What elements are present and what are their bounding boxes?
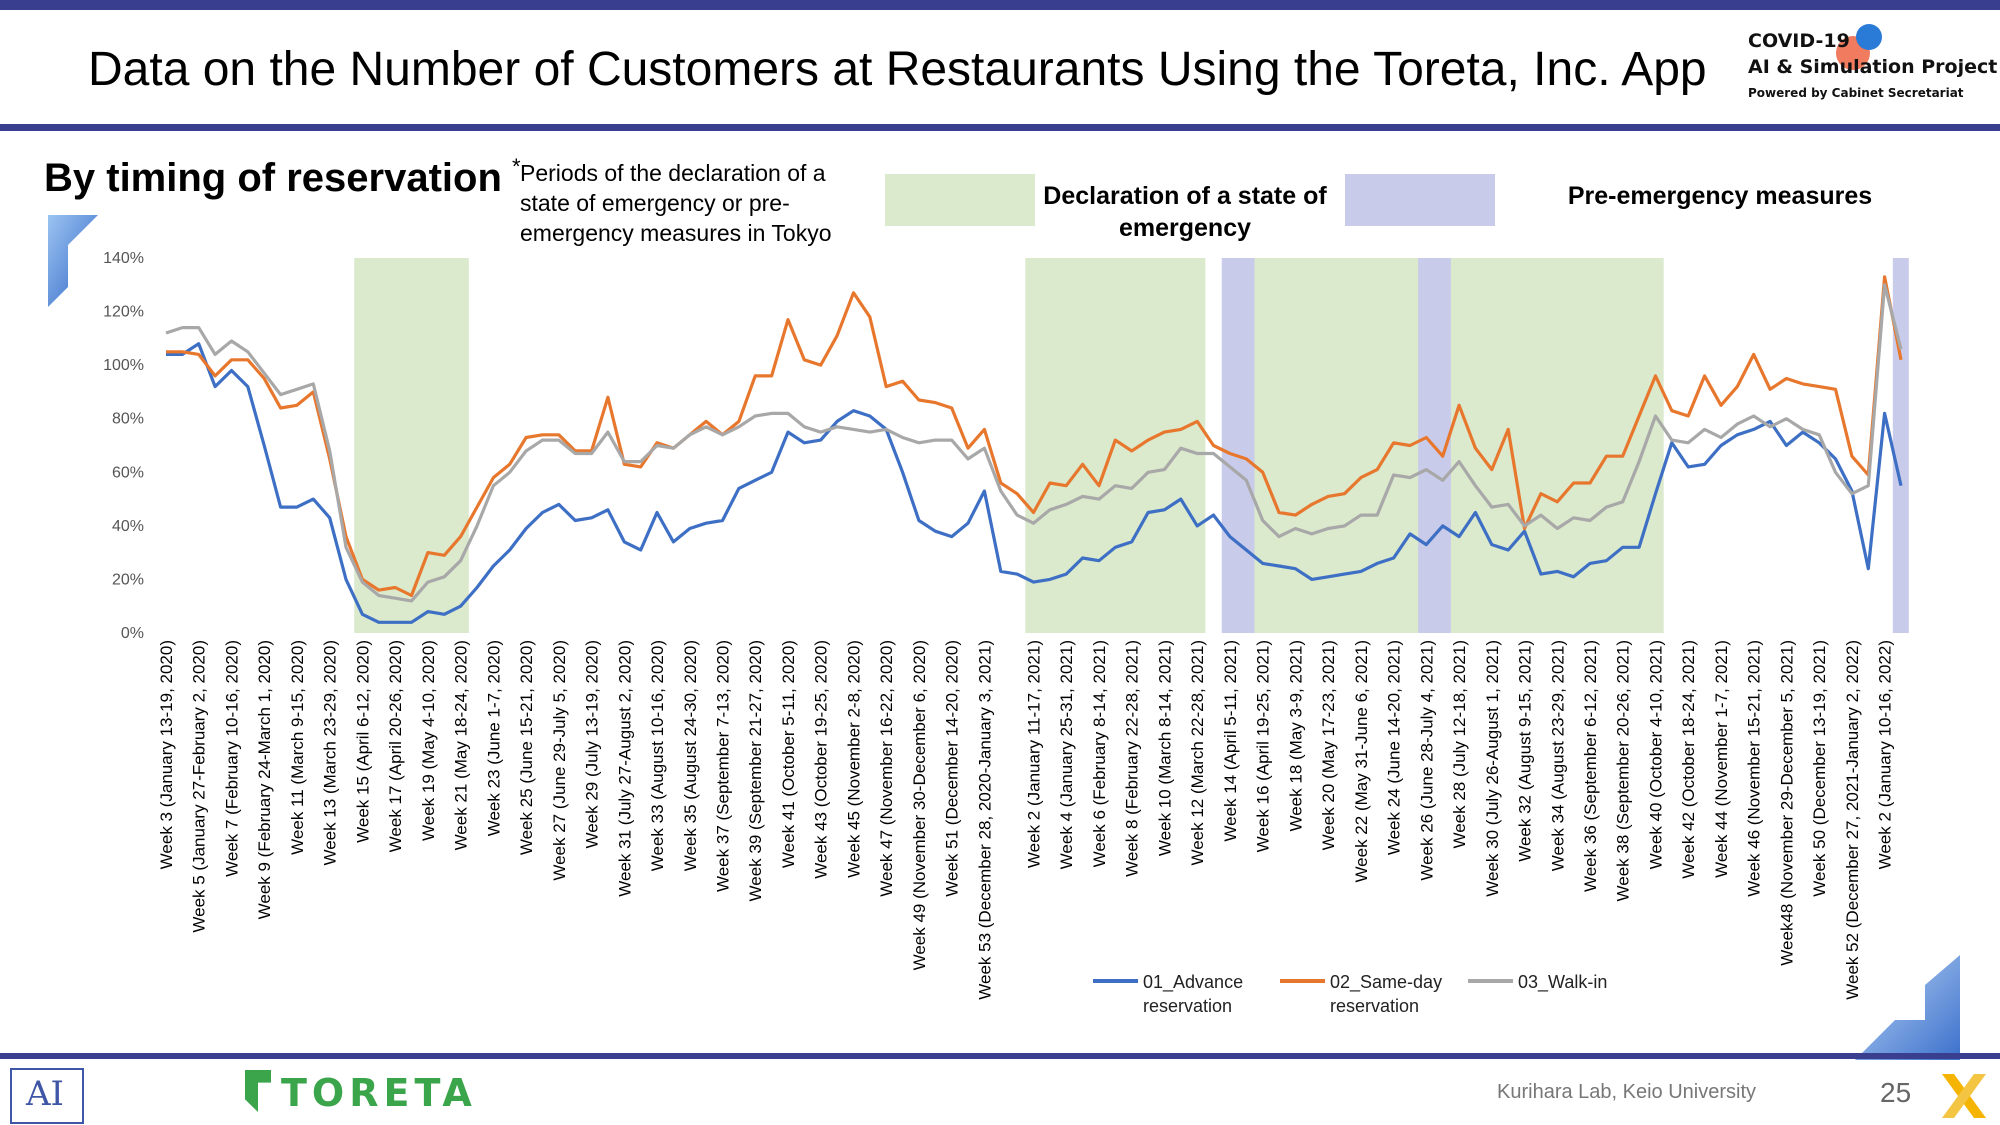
y-tick-label: 40% — [112, 518, 144, 535]
x-tick-label: Week 38 (September 20-26, 2021) — [1614, 640, 1633, 901]
x-tick-label: Week 52 (December 27, 2021-January 2, 20… — [1843, 640, 1862, 1000]
x-tick-label: Week 36 (September 6-12, 2021) — [1581, 640, 1600, 892]
toreta-logo: TORETA — [245, 1070, 477, 1115]
x-tick-label: Week 4 (January 25-31, 2021) — [1057, 640, 1076, 869]
x-tick-label: Week 49 (November 30-December 6, 2020) — [910, 640, 929, 970]
logo-blue-dot — [1856, 24, 1882, 50]
period-band-7 — [1892, 258, 1909, 633]
logo-line-3: Powered by Cabinet Secretariat — [1748, 86, 1964, 100]
header-divider — [0, 124, 2000, 131]
x-tick-label: Week 10 (March 8-14, 2021) — [1155, 640, 1174, 856]
y-tick-label: 80% — [112, 411, 144, 428]
section-subtitle: By timing of reservation — [44, 156, 502, 200]
period-band-1 — [354, 258, 469, 633]
period-note: * Periods of the declaration of a state … — [512, 154, 880, 248]
x-tick-label: Week 23 (June 1-7, 2020) — [484, 640, 503, 836]
x-tick-label: Week 47 (November 16-22, 2020) — [877, 640, 896, 897]
x-tick-label: Week 31 (July 27-August 2, 2020) — [615, 640, 634, 897]
lab-logo: AI — [10, 1068, 84, 1124]
pre-emergency-legend-label: Pre-emergency measures — [1567, 182, 1873, 210]
x-tick-label: Week 20 (May 17-23, 2021) — [1319, 640, 1338, 850]
x-tick-label: Week 34 (August 23-29, 2021) — [1548, 640, 1567, 871]
x-tick-label: Week 45 (November 2-8, 2020) — [844, 640, 863, 878]
x-tick-label: Week 22 (May 31-June 6, 2021) — [1352, 640, 1371, 883]
x-logo-icon — [1942, 1074, 1986, 1118]
period-band-2 — [1025, 258, 1206, 633]
x-tick-label: Week 17 (April 20-26, 2020) — [386, 640, 405, 852]
y-tick-label: 100% — [103, 357, 144, 374]
x-tick-label: Week 39 (September 21-27, 2020) — [746, 640, 765, 901]
y-tick-label: 120% — [103, 304, 144, 321]
x-tick-label: Week 53 (December 28, 2020-January 3, 20… — [975, 640, 994, 1000]
logo-line-2: AI & Simulation Project — [1748, 56, 1998, 78]
x-tick-label: Week 28 (July 12-18, 2021) — [1450, 640, 1469, 849]
legend-label-1: 01_Advance reservation — [1143, 972, 1243, 1016]
x-tick-label: Week 43 (October 19-25, 2020) — [812, 640, 831, 879]
y-tick-label: 60% — [112, 464, 144, 481]
top-bar — [0, 0, 2000, 10]
x-tick-label: Week 46 (November 15-21, 2021) — [1745, 640, 1764, 897]
x-tick-label: Week 13 (March 23-29, 2020) — [321, 640, 340, 866]
page-number: 25 — [1880, 1077, 1912, 1108]
corner-decoration-top-left — [48, 215, 98, 307]
x-tick-label: Week 2 (January 11-17, 2021) — [1025, 640, 1044, 868]
legend-label-3: 03_Walk-in — [1518, 972, 1607, 993]
x-tick-label: Week 18 (May 3-9, 2021) — [1286, 640, 1305, 832]
x-tick-label: Week 11 (March 9-15, 2020) — [288, 640, 307, 855]
y-tick-label: 20% — [112, 571, 144, 588]
series-line-3 — [165, 283, 1903, 603]
x-tick-label: Week 33 (August 10-16, 2020) — [648, 640, 667, 871]
x-tick-label: Week 3 (January 13-19, 2020) — [157, 640, 176, 869]
x-tick-label: Week 32 (August 9-15, 2021) — [1516, 640, 1535, 862]
x-tick-label: Week 30 (July 26-August 1, 2021) — [1483, 640, 1502, 897]
page-title: Data on the Number of Customers at Resta… — [88, 43, 1707, 96]
x-tick-label: Week 6 (February 8-14, 2021) — [1090, 640, 1109, 867]
period-band-6 — [1450, 258, 1664, 633]
x-tick-label: Week 50 (December 13-19, 2021) — [1810, 640, 1829, 897]
legend-label-2: 02_Same-day reservation — [1330, 972, 1442, 1016]
x-tick-label: Week 26 (June 28-July 4, 2021) — [1417, 640, 1436, 881]
footer-divider — [0, 1053, 2000, 1059]
x-tick-label: Week 37 (September 7-13, 2020) — [714, 640, 733, 892]
x-tick-label: Week 16 (April 19-25, 2021) — [1254, 640, 1273, 852]
emergency-legend-label: Declaration of a state of emergency — [1043, 182, 1327, 242]
x-tick-label: Week 8 (February 22-28, 2021) — [1123, 640, 1142, 877]
emergency-swatch — [885, 174, 1035, 226]
x-tick-label: Week 24 (June 14-20, 2021) — [1385, 640, 1404, 855]
x-tick-label: Week 7 (February 10-16, 2020) — [222, 640, 241, 877]
x-tick-label: Week 42 (October 18-24, 2021) — [1679, 640, 1698, 879]
x-tick-label: Week 40 (October 4-10, 2021) — [1646, 640, 1665, 869]
x-tick-label: Week 41 (October 5-11, 2020) — [779, 640, 798, 868]
line-chart: 0% 20% 40% 60% 80% 100% 120% 140% Week 3 (Januar… — [103, 250, 1909, 1016]
x-tick-label: Week 9 (February 24-March 1, 2020) — [255, 640, 274, 919]
x-tick-label: Week48 (November 29-December 5, 2021) — [1777, 640, 1796, 966]
x-tick-label: Week 25 (June 15-21, 2020) — [517, 640, 536, 855]
x-tick-label: Week 21 (May 18-24, 2020) — [452, 640, 471, 850]
x-tick-label: Week 19 (May 4-10, 2020) — [419, 640, 438, 841]
x-tick-label: Week 15 (April 6-12, 2020) — [353, 640, 372, 843]
series-line-2 — [166, 275, 1903, 598]
x-tick-label: Week 5 (January 27-February 2, 2020) — [190, 640, 209, 933]
x-tick-label: Week 51 (December 14-20, 2020) — [943, 640, 962, 897]
x-tick-label: Week 44 (November 1-7, 2021) — [1712, 640, 1731, 878]
note-asterisk: * — [512, 154, 521, 179]
series-line-1 — [166, 342, 1903, 624]
x-tick-label: Week 2 (January 10-16, 2022) — [1876, 640, 1895, 869]
y-tick-label: 140% — [103, 250, 144, 267]
toreta-logo-text: TORETA — [281, 1071, 477, 1115]
covid-project-logo: COVID-19 AI & Simulation Project Powered… — [1748, 24, 1998, 100]
pre-emergency-swatch — [1345, 174, 1495, 226]
x-tick-label: Week 27 (June 29-July 5, 2020) — [550, 640, 569, 881]
lab-credit: Kurihara Lab, Keio University — [1497, 1081, 1757, 1103]
y-tick-label: 0% — [121, 625, 144, 642]
toreta-mark-icon — [245, 1070, 271, 1112]
x-tick-label: Week 12 (March 22-28, 2021) — [1188, 640, 1207, 866]
x-tick-label: Week 35 (August 24-30, 2020) — [681, 640, 700, 871]
logo-line-1: COVID-19 — [1748, 30, 1850, 52]
x-tick-label: Week 29 (July 13-19, 2020) — [583, 640, 602, 849]
corner-decoration-bottom-right — [1855, 955, 1960, 1060]
x-tick-label: Week 14 (April 5-11, 2021) — [1221, 640, 1240, 842]
note-text: Periods of the declaration of a state of… — [520, 160, 832, 246]
